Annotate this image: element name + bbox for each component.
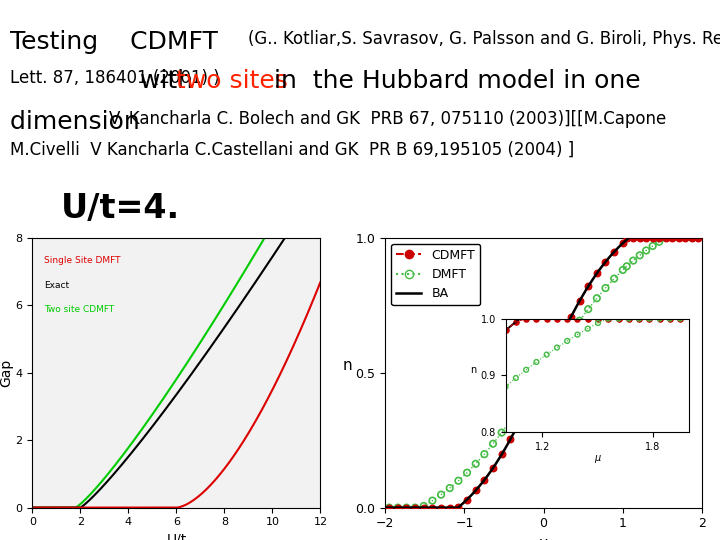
Point	[557, 341, 568, 350]
Text: Testing    CDMFT: Testing CDMFT	[10, 30, 226, 53]
Point	[436, 490, 447, 499]
Point	[574, 316, 585, 325]
Point	[565, 313, 577, 321]
Point	[453, 503, 464, 512]
Y-axis label: Gap: Gap	[0, 359, 13, 387]
Point	[667, 233, 678, 242]
Point	[539, 366, 551, 374]
Point	[557, 330, 568, 339]
Point	[427, 503, 438, 512]
Point	[496, 450, 508, 459]
Point	[384, 503, 395, 512]
Point	[505, 435, 516, 444]
Point	[401, 503, 413, 512]
Point	[462, 495, 473, 504]
Point	[487, 440, 499, 448]
Text: with: with	[140, 69, 202, 93]
Point	[673, 233, 685, 242]
Point	[418, 503, 430, 512]
Point	[591, 294, 603, 302]
Point	[686, 233, 698, 242]
Point	[384, 503, 395, 512]
Point	[634, 233, 646, 242]
Text: (G.. Kotliar,S. Savrasov, G. Palsson and G. Biroli, Phys. Rev.: (G.. Kotliar,S. Savrasov, G. Palsson and…	[248, 30, 720, 48]
Point	[479, 476, 490, 484]
Point	[621, 262, 633, 271]
Point	[628, 233, 639, 242]
Point	[392, 503, 404, 512]
Point	[410, 503, 421, 512]
Point	[634, 251, 646, 260]
Point	[513, 404, 525, 413]
Point	[453, 476, 464, 485]
Point	[470, 486, 482, 495]
Point	[693, 233, 704, 242]
X-axis label: U/t: U/t	[166, 533, 186, 540]
Y-axis label: n: n	[342, 357, 352, 373]
Point	[680, 233, 691, 242]
Point	[600, 284, 611, 292]
Point	[531, 379, 542, 388]
Point	[608, 247, 620, 256]
Text: in  the Hubbard model in one: in the Hubbard model in one	[266, 69, 641, 93]
Point	[470, 460, 482, 468]
Point	[667, 233, 678, 242]
Point	[418, 502, 430, 510]
Point	[548, 348, 559, 356]
Point	[392, 503, 404, 512]
Point	[617, 239, 629, 247]
Point	[654, 233, 665, 242]
Legend: CDMFT, DMFT, BA: CDMFT, DMFT, BA	[392, 244, 480, 305]
Text: M.Civelli  V Kancharla C.Castellani and GK  PR B 69,195105 (2004) ]: M.Civelli V Kancharla C.Castellani and G…	[10, 140, 575, 158]
Text: Two site CDMFT: Two site CDMFT	[44, 305, 114, 314]
Point	[673, 233, 685, 242]
Point	[608, 274, 620, 283]
Point	[565, 328, 577, 337]
Point	[582, 305, 594, 313]
Point	[487, 464, 499, 472]
Point	[513, 418, 525, 427]
Point	[496, 428, 508, 437]
Point	[647, 233, 659, 242]
Point	[548, 354, 559, 362]
Point	[686, 233, 698, 242]
Point	[641, 233, 652, 242]
X-axis label: μ: μ	[539, 536, 549, 540]
Point	[401, 503, 413, 512]
Point	[628, 256, 639, 265]
Point	[522, 401, 534, 410]
Point	[693, 233, 704, 242]
Text: Exact: Exact	[44, 281, 69, 290]
Text: two sites: two sites	[176, 69, 288, 93]
Point	[505, 416, 516, 425]
Point	[680, 233, 691, 242]
Text: Lett. 87, 186401 (2001) ): Lett. 87, 186401 (2001) )	[10, 69, 225, 87]
Point	[410, 503, 421, 512]
Point	[479, 450, 490, 458]
Text: U/t=4.: U/t=4.	[61, 192, 180, 225]
Text: dimension: dimension	[10, 110, 148, 134]
Point	[600, 258, 611, 266]
Point	[617, 266, 629, 274]
Point	[436, 503, 447, 512]
Point	[574, 296, 585, 305]
Point	[660, 233, 672, 242]
Point	[462, 468, 473, 477]
Point	[641, 246, 652, 255]
Point	[660, 234, 672, 242]
Text: V. Kancharla C. Bolech and GK  PRB 67, 075110 (2003)][[M.Capone: V. Kancharla C. Bolech and GK PRB 67, 07…	[109, 110, 667, 128]
Point	[444, 484, 456, 492]
Point	[582, 282, 594, 291]
Point	[654, 238, 665, 246]
Point	[647, 241, 659, 250]
Point	[539, 366, 551, 375]
Point	[522, 392, 534, 400]
Point	[444, 503, 456, 512]
Text: Single Site DMFT: Single Site DMFT	[44, 256, 120, 266]
Point	[531, 383, 542, 392]
Point	[621, 233, 633, 242]
Point	[591, 269, 603, 278]
Point	[427, 496, 438, 505]
